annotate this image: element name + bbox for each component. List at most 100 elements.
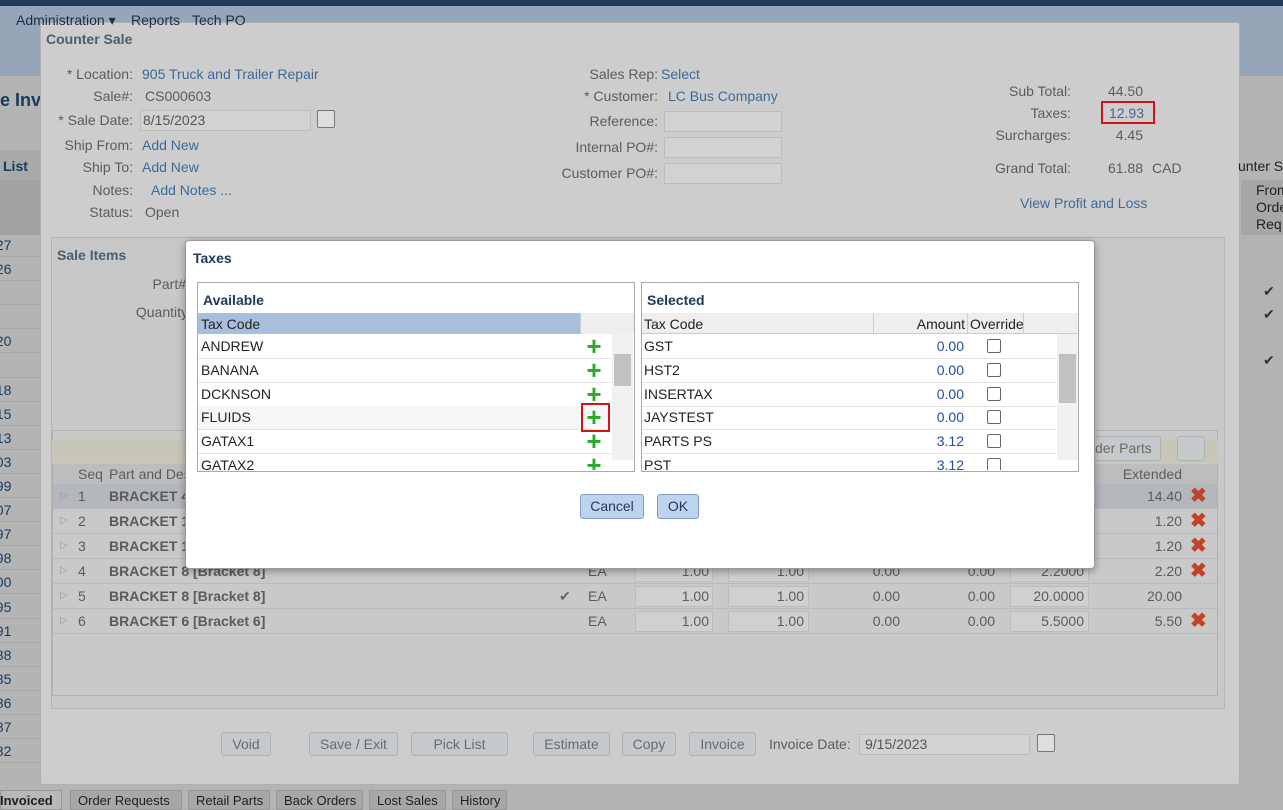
tax-code: HST2: [644, 361, 680, 378]
list-id[interactable]: 513: [0, 429, 12, 446]
order-parts-button[interactable]: [1085, 436, 1161, 461]
list-row[interactable]: [642, 430, 1056, 455]
qty-input[interactable]: [635, 611, 713, 632]
text-input[interactable]: [664, 163, 782, 184]
list-row[interactable]: [198, 382, 611, 407]
expand-icon[interactable]: ▷: [60, 540, 68, 551]
list-row-line: [0, 304, 40, 306]
delete-icon[interactable]: ✖: [1190, 611, 1207, 631]
expand-icon[interactable]: ▷: [60, 590, 68, 601]
action-button[interactable]: Invoice: [689, 732, 756, 756]
field-value[interactable]: Add New: [142, 159, 199, 175]
delete-icon[interactable]: ✖: [1190, 561, 1207, 581]
profit-link[interactable]: View Profit and Loss: [1020, 195, 1148, 211]
add-icon[interactable]: +: [586, 454, 602, 470]
list-row[interactable]: [642, 406, 1056, 431]
list-row[interactable]: [198, 454, 611, 470]
list-row[interactable]: [642, 335, 1056, 359]
add-icon[interactable]: +: [586, 406, 602, 429]
list-id[interactable]: 507: [0, 502, 12, 519]
field-value[interactable]: Add New: [142, 137, 199, 153]
expand-icon[interactable]: ▷: [60, 515, 68, 526]
list-id[interactable]: 600: [0, 574, 12, 591]
date-input[interactable]: [140, 110, 311, 131]
amount: 0.00: [872, 613, 900, 629]
action-button[interactable]: Estimate: [533, 732, 610, 756]
price-input[interactable]: [1010, 611, 1089, 632]
list-id[interactable]: 587: [0, 719, 12, 735]
delete-icon[interactable]: ✖: [1190, 486, 1207, 506]
delete-icon[interactable]: ✖: [1190, 536, 1207, 556]
field-value[interactable]: Add Notes ...: [151, 182, 232, 198]
text-input[interactable]: [664, 111, 782, 132]
add-icon[interactable]: +: [586, 430, 602, 453]
total-value[interactable]: 12.93: [1108, 105, 1144, 121]
field-value[interactable]: 905 Truck and Trailer Repair: [142, 66, 319, 82]
expand-icon[interactable]: ▷: [60, 615, 68, 626]
modal-button[interactable]: Cancel: [580, 494, 644, 519]
field-value[interactable]: LC Bus Company: [668, 88, 778, 104]
calendar-icon[interactable]: [317, 110, 335, 128]
override-checkbox[interactable]: [987, 434, 1001, 449]
list-id[interactable]: 3: [0, 357, 38, 375]
list-row[interactable]: [642, 359, 1056, 383]
list-id[interactable]: 585: [0, 670, 12, 687]
trash-button[interactable]: [1177, 436, 1205, 461]
list-id[interactable]: 586: [0, 694, 12, 711]
list-id[interactable]: 598: [0, 550, 12, 567]
list-id[interactable]: 582: [0, 743, 12, 760]
override-checkbox[interactable]: [987, 386, 1001, 401]
override-checkbox[interactable]: [987, 410, 1001, 425]
override-checkbox[interactable]: [987, 362, 1001, 377]
field-value[interactable]: Select: [661, 66, 700, 82]
qty-input[interactable]: [728, 611, 809, 632]
list-id[interactable]: 599: [0, 478, 12, 494]
add-icon[interactable]: +: [586, 358, 602, 381]
action-button[interactable]: Save / Exit: [309, 732, 398, 756]
calendar-icon[interactable]: [1037, 734, 1055, 752]
delete-icon[interactable]: ✖: [1190, 511, 1207, 531]
nav-item[interactable]: Administration ▾: [16, 12, 116, 28]
add-icon[interactable]: +: [586, 382, 602, 405]
add-icon[interactable]: +: [586, 335, 602, 357]
list-row-line: [0, 713, 40, 715]
tax-amount: 0.00: [936, 385, 964, 402]
list-id[interactable]: 515: [0, 405, 12, 422]
list-row[interactable]: [642, 383, 1056, 407]
list-id[interactable]: 595: [0, 598, 12, 615]
list-id[interactable]: 597: [0, 526, 12, 543]
action-button[interactable]: Void: [221, 732, 271, 756]
action-button[interactable]: Copy: [622, 732, 676, 756]
list-id[interactable]: 3: [0, 308, 38, 326]
qty-input[interactable]: [728, 586, 809, 607]
list-row[interactable]: [198, 406, 611, 431]
text-input[interactable]: [664, 137, 782, 158]
list-id[interactable]: 3: [0, 284, 38, 302]
override-checkbox[interactable]: [987, 458, 1001, 470]
bottom-tab-label: Order Requests: [78, 793, 170, 808]
modal-button[interactable]: OK: [657, 494, 699, 519]
list-id[interactable]: 603: [0, 453, 12, 470]
check-icon: ✔: [1263, 306, 1275, 322]
list-row[interactable]: [198, 430, 611, 455]
nav-item[interactable]: Tech PO: [192, 12, 246, 28]
list-id[interactable]: 591: [0, 622, 12, 639]
extended: 2.20: [1154, 563, 1182, 579]
override-checkbox[interactable]: [987, 339, 1001, 353]
date-input[interactable]: [859, 734, 1030, 755]
price-input[interactable]: [1010, 586, 1089, 607]
qty-input[interactable]: [635, 586, 713, 607]
top-stripe: [0, 0, 1283, 6]
list-id[interactable]: 518: [0, 381, 12, 398]
action-button[interactable]: Pick List: [411, 732, 508, 756]
list-row[interactable]: [198, 335, 611, 359]
list-id[interactable]: 526: [0, 261, 12, 278]
list-id[interactable]: 588: [0, 646, 12, 663]
list-id[interactable]: 527: [0, 237, 12, 253]
nav-item[interactable]: Reports: [131, 12, 181, 28]
expand-icon[interactable]: ▷: [60, 490, 68, 501]
list-row[interactable]: [198, 358, 611, 383]
list-row-line: [0, 738, 40, 739]
expand-icon[interactable]: ▷: [60, 565, 68, 576]
list-id[interactable]: 520: [0, 333, 12, 350]
